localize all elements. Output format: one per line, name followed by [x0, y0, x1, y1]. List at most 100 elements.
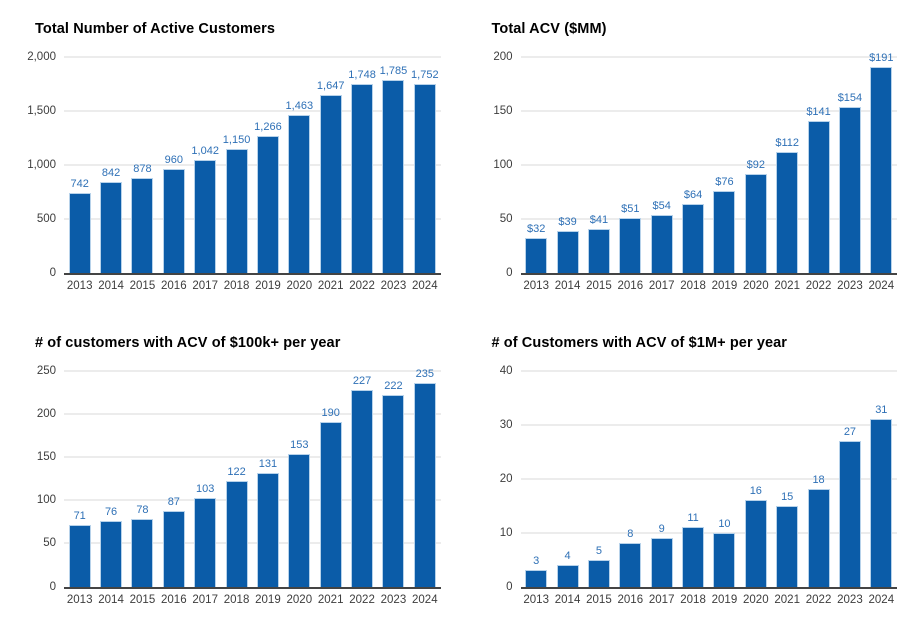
bar-value-label: 742	[70, 177, 89, 190]
y-axis: 0 500 1,000 1,500 2,000	[12, 51, 64, 279]
x-axis-labels: 2013 2014 2015 2016 2017 2018 2019 2020 2021 2022…	[521, 589, 898, 606]
bar	[870, 419, 893, 587]
x-axis: 2013 2014 2015 2016 2017 2018 2019 2020 2021 2022…	[469, 275, 898, 292]
x-axis-label: 2017	[648, 593, 675, 606]
bar	[525, 238, 548, 273]
bar	[744, 500, 767, 587]
bar-column: 1,647	[315, 57, 346, 273]
bar-value-label: 15	[781, 490, 794, 503]
bar-value-label: $32	[527, 223, 546, 236]
x-axis-label: 2024	[412, 593, 438, 606]
x-axis-label: 2022	[805, 593, 832, 606]
bar-series: $32 $39 $41 $51 $54 $64 $76 $92 $112 $141 $154 $191	[521, 52, 898, 273]
bar	[319, 95, 342, 273]
bar	[713, 532, 736, 587]
y-axis-tick-label: 0	[506, 580, 513, 593]
x-axis-label: 2023	[837, 280, 863, 292]
y-axis-tick-label: 50	[499, 213, 513, 225]
x-axis: 2013 2014 2015 2016 2017 2018 2019 2020 2021 2022…	[469, 589, 898, 606]
bar-column: 131	[252, 371, 283, 587]
bar	[870, 66, 893, 273]
y-axis-tick-label: 40	[499, 364, 513, 377]
bar	[807, 120, 830, 273]
x-axis-label: 2015	[129, 593, 156, 606]
y-axis-tick-label: 1,500	[27, 105, 56, 117]
bar-column: 76	[95, 371, 126, 587]
bar-column: 235	[409, 368, 440, 587]
y-axis: 0 10 20 30 40	[469, 365, 521, 593]
bar	[225, 148, 248, 273]
bar	[162, 169, 185, 273]
bar-value-label: 76	[104, 505, 118, 518]
plot: 742 842 878 960 1,042 1,150 1,266 1,463 1,647 1,7…	[64, 56, 441, 275]
y-axis: 0 50 100 150 200 250	[12, 365, 64, 593]
x-axis-label: 2020	[743, 593, 769, 606]
x-axis-label: 2018	[680, 593, 706, 606]
bar	[413, 383, 436, 587]
bar-column: 190	[315, 371, 346, 587]
y-axis: 0 50 100 150 200	[469, 51, 521, 279]
bar	[131, 519, 154, 587]
bar-value-label: 18	[812, 474, 825, 487]
bar-value-label: 1,266	[254, 121, 282, 134]
x-axis-label: 2017	[648, 280, 675, 292]
bar	[351, 84, 374, 273]
bar-value-label: 1,748	[348, 69, 376, 82]
y-axis-tick-label: 200	[36, 407, 56, 420]
bar	[838, 440, 861, 587]
bar	[619, 217, 642, 273]
bar-column: $39	[552, 57, 583, 273]
x-axis-label: 2013	[523, 593, 549, 606]
bar-column: $51	[615, 57, 646, 273]
y-axis-tick-label: 150	[36, 450, 56, 463]
gridline	[520, 478, 897, 479]
bar-column: 1,752	[409, 57, 440, 273]
bar-value-label: 27	[843, 425, 857, 438]
bar-series: 742 842 878 960 1,042 1,150 1,266 1,463 1,647 1,7…	[64, 57, 441, 273]
bar-column: 1,042	[190, 57, 221, 273]
bar-value-label: 153	[290, 439, 309, 452]
bar-column: 5	[583, 371, 614, 587]
bar-column: $32	[521, 57, 552, 273]
gridline	[520, 424, 897, 425]
bar-column: $92	[740, 57, 771, 273]
bar	[68, 192, 91, 273]
y-axis-tick-label: 500	[36, 213, 56, 225]
chart-total-acv: Total ACV ($MM) 0 50 100 150 200 $32 $39 $41 $5…	[457, 0, 913, 314]
bar	[382, 394, 405, 587]
x-axis: 2013 2014 2015 2016 2017 2018 2019 2020 2021 2022…	[12, 589, 441, 606]
bar	[619, 543, 642, 587]
y-axis-tick-label: 2,000	[27, 51, 56, 63]
x-axis-label: 2018	[223, 280, 250, 292]
gridlines	[64, 370, 441, 587]
chart-total-active-customers: Total Number of Active Customers 0 500 1,0…	[0, 0, 457, 314]
bar	[194, 160, 217, 273]
gridline	[64, 56, 441, 58]
bar-value-label: $92	[746, 158, 765, 171]
x-axis-label: 2021	[317, 593, 344, 606]
x-axis-label: 2019	[255, 280, 281, 292]
bar-column: 1,266	[252, 57, 283, 273]
bar-column: $112	[772, 57, 803, 273]
bar-column: $76	[709, 57, 740, 273]
x-axis-label: 2021	[774, 593, 800, 606]
x-axis-label: 2022	[805, 280, 832, 292]
bar-value-label: $54	[652, 199, 671, 212]
bar-column: $41	[583, 57, 614, 273]
bar	[162, 511, 185, 587]
bar	[744, 173, 767, 273]
x-axis-label: 2020	[743, 280, 769, 292]
bar-column: 1,748	[346, 57, 377, 273]
x-axis-label: 2019	[711, 593, 738, 606]
bar	[776, 152, 799, 273]
y-axis-tick-label: 200	[493, 51, 513, 63]
gridline	[520, 218, 897, 220]
bar-series: 3 4 5 8 9 11 10 16 15 18 27 31	[521, 371, 898, 587]
bar-column: 960	[158, 57, 189, 273]
bar-value-label: 1,150	[222, 133, 251, 146]
y-axis-tick-label: 250	[36, 364, 56, 377]
x-axis-label: 2013	[66, 593, 93, 606]
x-axis-labels: 2013 2014 2015 2016 2017 2018 2019 2020 2021 2022…	[64, 589, 441, 606]
gridline	[520, 56, 897, 58]
